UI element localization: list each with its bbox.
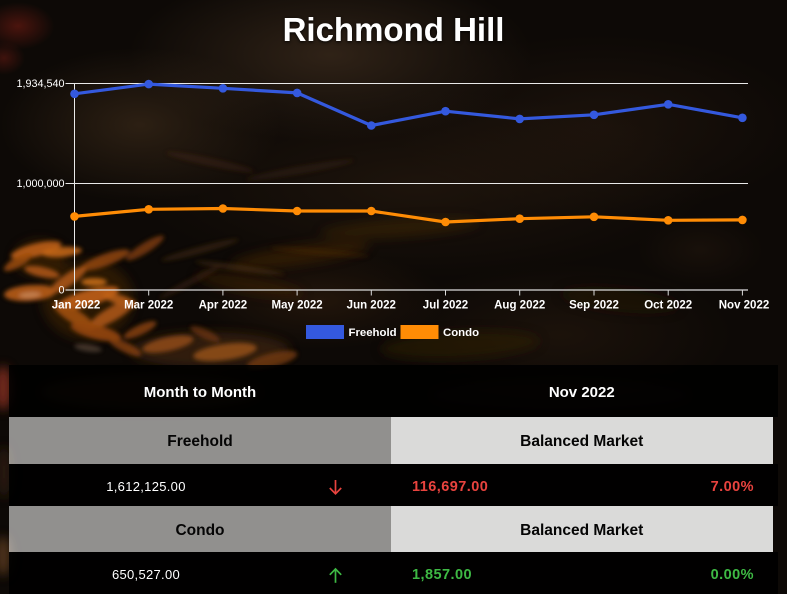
svg-text:Jan 2022: Jan 2022 bbox=[52, 300, 101, 312]
svg-text:Mar 2022: Mar 2022 bbox=[124, 300, 173, 312]
svg-text:Condo: Condo bbox=[443, 327, 479, 339]
svg-text:Nov 2022: Nov 2022 bbox=[719, 300, 770, 312]
svg-text:Jun 2022: Jun 2022 bbox=[347, 300, 396, 312]
svg-text:Aug 2022: Aug 2022 bbox=[494, 300, 545, 312]
svg-text:Sep 2022: Sep 2022 bbox=[569, 300, 619, 312]
svg-text:1,934,540: 1,934,540 bbox=[16, 78, 64, 90]
svg-text:Oct 2022: Oct 2022 bbox=[644, 300, 692, 312]
svg-text:May 2022: May 2022 bbox=[272, 300, 323, 312]
svg-text:Apr 2022: Apr 2022 bbox=[199, 300, 248, 312]
svg-text:1,000,000: 1,000,000 bbox=[16, 178, 64, 190]
svg-text:0: 0 bbox=[58, 285, 64, 297]
svg-text:Jul 2022: Jul 2022 bbox=[423, 300, 468, 312]
svg-text:Freehold: Freehold bbox=[349, 327, 397, 339]
